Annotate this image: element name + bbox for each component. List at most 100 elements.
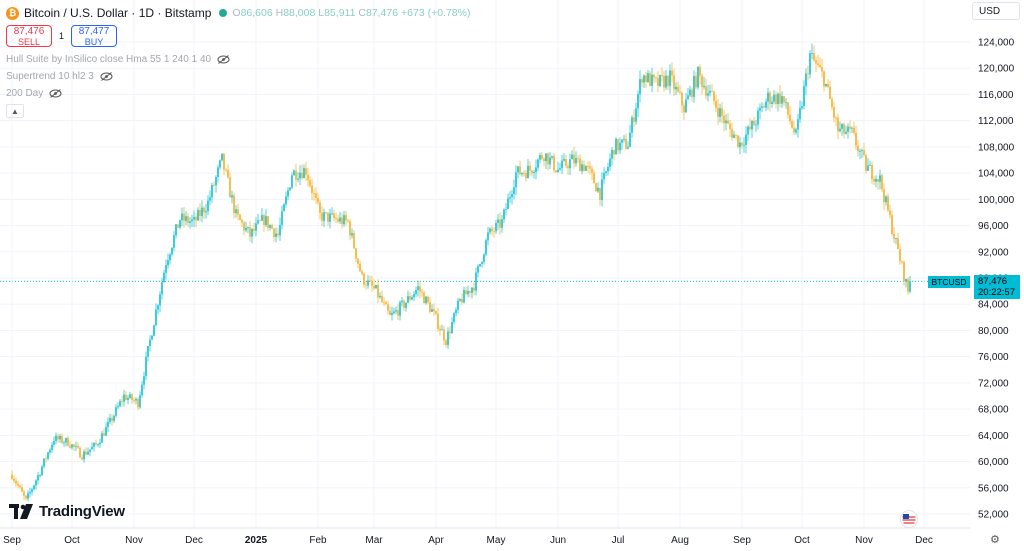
candle-body bbox=[103, 433, 105, 436]
indicator-hull-suite[interactable]: Hull Suite by InSilico close Hma 55 1 24… bbox=[6, 51, 470, 68]
candle-body bbox=[397, 310, 399, 316]
candle-body bbox=[727, 120, 729, 124]
candle-body bbox=[95, 442, 97, 445]
candle-body bbox=[109, 417, 111, 422]
candle-body bbox=[707, 93, 709, 96]
candle-body bbox=[227, 169, 229, 178]
candle-body bbox=[331, 213, 333, 215]
candle-body bbox=[211, 184, 213, 198]
symbol-title[interactable]: Bitcoin / U.S. Dollar · 1D · Bitstamp bbox=[24, 6, 212, 20]
candle-body bbox=[797, 119, 799, 130]
candle-body bbox=[467, 291, 469, 295]
gear-icon[interactable]: ⚙ bbox=[990, 534, 1000, 546]
candle-body bbox=[639, 79, 641, 95]
candle-body bbox=[399, 302, 401, 316]
candle-body bbox=[27, 493, 29, 499]
candle-body bbox=[555, 170, 557, 173]
candle-body bbox=[427, 296, 429, 303]
symbol-badge: BTCUSD bbox=[928, 276, 970, 288]
candle-body bbox=[361, 271, 363, 274]
candle-body bbox=[273, 228, 275, 237]
candle-body bbox=[311, 185, 313, 194]
candle-body bbox=[495, 223, 497, 232]
candle-body bbox=[135, 399, 137, 401]
candle-body bbox=[193, 216, 195, 220]
candle-body bbox=[225, 169, 227, 171]
candle-body bbox=[531, 170, 533, 174]
candle-body bbox=[369, 280, 371, 282]
candle-body bbox=[503, 209, 505, 220]
candle-body bbox=[577, 158, 579, 160]
candle-body bbox=[889, 210, 891, 216]
candle-body bbox=[171, 247, 173, 255]
candle-body bbox=[429, 302, 431, 312]
indicator-200-day[interactable]: 200 Day bbox=[6, 85, 470, 102]
chevron-up-icon: ▲ bbox=[11, 106, 19, 116]
price-tick-label: 108,000 bbox=[978, 142, 1015, 153]
eye-off-icon[interactable] bbox=[217, 55, 230, 64]
time-tick-label: Feb bbox=[309, 535, 327, 546]
candle-body bbox=[539, 155, 541, 160]
candle-body bbox=[801, 106, 803, 109]
candle-body bbox=[403, 300, 405, 308]
candle-body bbox=[159, 294, 161, 306]
candle-body bbox=[291, 175, 293, 188]
candle-body bbox=[501, 219, 503, 228]
candle-body bbox=[839, 128, 841, 132]
candle-body bbox=[71, 444, 73, 448]
candle-body bbox=[557, 169, 559, 173]
candle-body bbox=[753, 121, 755, 126]
candle-body bbox=[283, 204, 285, 212]
tradingview-logo[interactable]: TradingView bbox=[9, 503, 125, 520]
tradingview-logo-icon bbox=[9, 504, 33, 519]
candle-body bbox=[493, 231, 495, 232]
candle-body bbox=[677, 86, 679, 92]
currency-selector[interactable]: USD bbox=[972, 2, 1020, 20]
candle-body bbox=[181, 213, 183, 221]
candle-body bbox=[765, 101, 767, 108]
candle-body bbox=[559, 168, 561, 170]
candle-body bbox=[323, 212, 325, 221]
candle-body bbox=[97, 444, 99, 446]
us-flag-icon[interactable] bbox=[900, 510, 918, 528]
candle-body bbox=[631, 117, 633, 133]
candle-body bbox=[215, 176, 217, 186]
candle-body bbox=[815, 60, 817, 64]
candle-body bbox=[183, 213, 185, 221]
time-tick-label: Jun bbox=[550, 535, 566, 546]
buy-button[interactable]: 87,477 BUY bbox=[71, 25, 118, 47]
candle-body bbox=[415, 290, 417, 295]
candle-body bbox=[739, 142, 741, 148]
candle-body bbox=[511, 194, 513, 198]
candle-body bbox=[37, 475, 39, 481]
collapse-legend-button[interactable]: ▲ bbox=[6, 104, 24, 118]
candle-body bbox=[901, 261, 903, 263]
candle-body bbox=[329, 213, 331, 222]
candle-body bbox=[613, 149, 615, 155]
eye-off-icon[interactable] bbox=[49, 89, 62, 98]
candle-body bbox=[523, 173, 525, 174]
candle-body bbox=[357, 258, 359, 264]
candle-body bbox=[391, 313, 393, 316]
candle-body bbox=[593, 172, 595, 184]
candle-body bbox=[653, 74, 655, 78]
sell-button[interactable]: 87,476 SELL bbox=[6, 25, 52, 47]
eye-off-icon[interactable] bbox=[100, 72, 113, 81]
candle-body bbox=[849, 126, 851, 129]
candle-body bbox=[279, 224, 281, 236]
candle-body bbox=[743, 144, 745, 146]
candle-body bbox=[621, 139, 623, 143]
indicator-supertrend[interactable]: Supertrend 10 hl2 3 bbox=[6, 68, 470, 85]
candle-body bbox=[489, 228, 491, 233]
candle-body bbox=[219, 160, 221, 168]
candle-body bbox=[833, 107, 835, 118]
candle-body bbox=[595, 183, 597, 192]
candle-body bbox=[355, 248, 357, 259]
candle-body bbox=[785, 102, 787, 104]
candle-body bbox=[841, 124, 843, 129]
candle-body bbox=[491, 228, 493, 232]
candle-body bbox=[271, 225, 273, 229]
candle-body bbox=[837, 117, 839, 132]
candle-body bbox=[249, 227, 251, 237]
